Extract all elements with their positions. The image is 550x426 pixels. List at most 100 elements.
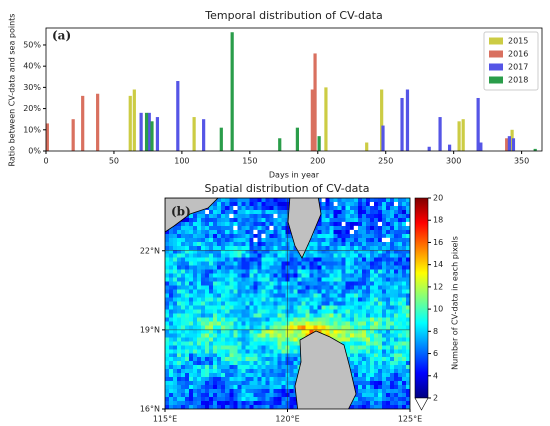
cell <box>273 269 278 274</box>
cell <box>221 269 226 274</box>
cell <box>385 265 391 270</box>
cell <box>213 317 218 322</box>
cell <box>249 333 254 338</box>
cell <box>189 361 194 366</box>
cell <box>361 289 367 294</box>
cell <box>277 393 282 398</box>
cell <box>337 337 343 342</box>
cell <box>201 297 206 302</box>
cell <box>277 381 282 386</box>
cell <box>357 201 363 207</box>
cell <box>189 217 194 223</box>
cell <box>273 277 278 282</box>
cell <box>177 281 182 286</box>
y-axis-label: Ratio between CV-data and sea points <box>8 14 17 167</box>
cell <box>249 337 254 342</box>
cell <box>373 273 379 278</box>
cell <box>381 341 387 346</box>
cell <box>361 261 367 266</box>
cell <box>233 221 238 227</box>
cell <box>305 285 310 290</box>
cell <box>385 209 391 215</box>
cell <box>293 281 298 286</box>
cell <box>377 261 383 266</box>
cell <box>181 397 186 402</box>
cell <box>325 205 330 211</box>
cell <box>381 333 387 338</box>
cell <box>233 325 238 330</box>
cell <box>217 213 222 219</box>
cell <box>237 265 242 270</box>
cell <box>337 229 343 235</box>
cell <box>389 265 395 270</box>
cell <box>341 221 347 227</box>
cell <box>205 385 210 390</box>
cell <box>357 217 363 223</box>
cell <box>261 305 266 310</box>
cell <box>177 333 182 338</box>
cell <box>269 253 274 259</box>
cell <box>185 249 190 255</box>
cell <box>253 213 258 219</box>
cell <box>249 389 254 394</box>
cell <box>361 321 367 326</box>
cell <box>289 341 294 346</box>
cell <box>217 245 222 251</box>
cell <box>237 313 242 318</box>
cell <box>389 257 395 262</box>
cell <box>169 265 174 270</box>
cell <box>201 233 206 239</box>
cell <box>201 293 206 298</box>
cell <box>333 198 339 203</box>
bar <box>365 142 369 151</box>
cell <box>225 253 230 259</box>
cell <box>365 385 371 390</box>
cell <box>401 405 407 409</box>
cell <box>361 301 367 306</box>
cell <box>197 209 202 215</box>
cell <box>393 385 399 390</box>
cell <box>405 249 410 255</box>
cell <box>385 345 391 350</box>
cell <box>329 297 334 302</box>
cell <box>321 277 326 282</box>
cell <box>397 253 403 259</box>
cell <box>237 373 242 378</box>
cell <box>333 317 339 322</box>
cell <box>201 313 206 318</box>
cell <box>365 277 371 282</box>
cell <box>173 341 178 346</box>
y-tick-label: 20% <box>23 104 41 113</box>
cell <box>205 217 210 223</box>
cell <box>385 389 391 394</box>
bar <box>147 112 151 151</box>
cell <box>369 313 375 318</box>
cell <box>225 345 230 350</box>
cell <box>337 245 343 251</box>
cell <box>357 365 363 370</box>
cell <box>209 237 214 243</box>
cell <box>253 337 258 342</box>
cell <box>233 289 238 294</box>
cell <box>377 289 383 294</box>
cell <box>277 321 282 326</box>
cell <box>373 261 379 266</box>
cell <box>389 245 395 251</box>
cell <box>209 397 214 402</box>
bar <box>457 121 461 151</box>
cell <box>373 305 379 310</box>
cell <box>165 325 170 330</box>
cell <box>309 317 314 322</box>
cell <box>349 245 355 251</box>
cell <box>253 225 258 231</box>
cell <box>349 293 355 298</box>
cell <box>397 233 403 239</box>
cell <box>361 341 367 346</box>
cell <box>225 301 230 306</box>
cell <box>321 257 326 262</box>
cell <box>365 389 371 394</box>
cell <box>345 317 351 322</box>
cell <box>257 237 262 243</box>
cell <box>209 345 214 350</box>
cell <box>237 245 242 251</box>
